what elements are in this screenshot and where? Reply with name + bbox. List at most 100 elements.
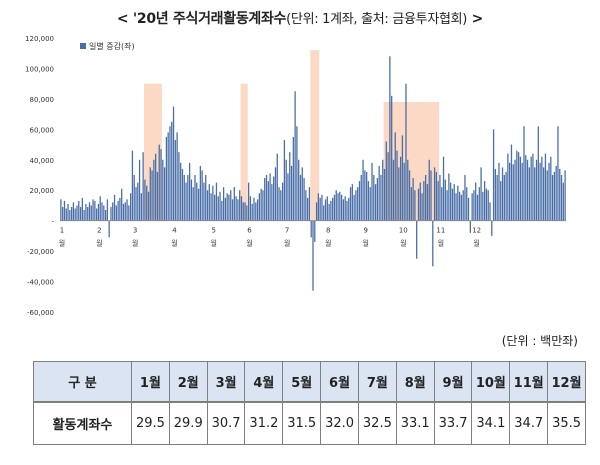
table-header-month: 2월: [168, 361, 208, 403]
bar: [74, 208, 76, 221]
table-cell-value: 32.0: [320, 401, 359, 445]
bar: [401, 135, 404, 221]
bar: [550, 156, 552, 221]
month-tick-suffix: 월: [400, 239, 406, 248]
bar: [156, 171, 159, 221]
month-tick-label: 8: [326, 227, 330, 235]
daily-account-change-chart: 120,000 100,000 80,000 60,000 40,000 20,000 - -…: [25, 35, 566, 317]
bar: [306, 197, 309, 221]
bar: [496, 175, 498, 221]
bar: [462, 190, 464, 221]
bar: [208, 184, 210, 221]
bar: [70, 206, 73, 221]
bar: [178, 152, 180, 221]
bar: [523, 126, 525, 221]
bar: [299, 175, 302, 221]
bar: [349, 187, 352, 221]
bar: [510, 144, 513, 221]
axis-layer: 120,000 100,000 80,000 60,000 40,000 20,000 - -…: [25, 35, 566, 317]
bar: [507, 153, 509, 221]
bar: [117, 200, 119, 221]
bar: [292, 136, 294, 221]
month-tick-suffix: 월: [325, 239, 331, 248]
bar: [414, 190, 416, 221]
bar: [389, 56, 391, 221]
bar: [407, 159, 409, 221]
month-tick-suffix: 월: [284, 239, 290, 248]
bar: [101, 202, 103, 221]
bar: [258, 193, 261, 221]
bar: [276, 153, 278, 221]
month-tick-suffix: 월: [246, 239, 252, 248]
bar: [351, 184, 353, 221]
bar: [274, 167, 277, 221]
month-tick-label: 2: [97, 227, 101, 235]
bar: [298, 159, 300, 221]
table-cell-value: 31.5: [282, 401, 322, 445]
bar: [326, 196, 328, 221]
bar: [405, 83, 407, 221]
table-header-month: 10월: [471, 361, 511, 403]
legend-swatch: [80, 43, 86, 49]
bar: [509, 162, 511, 221]
month-tick-suffix: 월: [363, 239, 369, 248]
bar: [112, 202, 114, 221]
bar: [374, 184, 377, 221]
chart-title: < '20년 주식거래활동계좌수(단위: 1계좌, 출처: 금융투자협회) >: [0, 8, 600, 28]
bar: [287, 173, 289, 221]
bar: [172, 106, 175, 221]
table-cell-value: 34.1: [471, 401, 511, 445]
bar: [69, 210, 71, 221]
bar: [330, 200, 332, 221]
month-tick-suffix: 월: [438, 239, 444, 248]
y-tick-label: 40,000: [30, 157, 55, 165]
bar: [246, 205, 248, 221]
bar: [83, 210, 85, 221]
bar: [559, 168, 561, 221]
y-tick-label: 120,000: [25, 35, 54, 43]
bar: [119, 197, 121, 221]
y-tick-label: 20,000: [30, 187, 55, 195]
bar: [403, 162, 405, 221]
table-cell-value: 33.1: [395, 401, 435, 445]
bar: [94, 200, 96, 221]
bar: [283, 139, 286, 221]
bar: [323, 205, 325, 221]
bar: [373, 175, 375, 221]
bar: [348, 197, 350, 221]
bar: [534, 167, 536, 221]
bar: [398, 167, 400, 221]
bar: [344, 196, 346, 221]
bar: [433, 167, 436, 221]
table-cell-value: 29.9: [168, 401, 208, 445]
bar: [262, 190, 264, 221]
bar: [224, 197, 227, 221]
bar: [124, 202, 126, 221]
chart-title-main: < '20년 주식거래활동계좌수: [116, 11, 287, 27]
bar: [478, 187, 480, 221]
month-tick-suffix: 월: [211, 239, 217, 248]
bar: [464, 175, 466, 221]
bar: [466, 187, 468, 221]
bar: [278, 187, 280, 221]
bar: [165, 136, 168, 221]
bar-layer: [60, 56, 566, 291]
bar: [78, 200, 80, 221]
bar: [244, 202, 246, 221]
bar: [142, 152, 144, 221]
bar: [467, 197, 470, 221]
bar: [192, 187, 194, 221]
bar: [188, 162, 191, 221]
bar: [457, 185, 459, 221]
bar: [215, 182, 218, 221]
y-tick-label: -: [51, 218, 54, 226]
bar: [471, 193, 473, 221]
bar: [88, 202, 91, 221]
bar: [528, 167, 530, 221]
bar: [512, 164, 514, 221]
bar: [187, 175, 189, 221]
bar: [301, 167, 303, 221]
bar: [410, 187, 412, 221]
bar: [441, 187, 443, 221]
bar: [253, 197, 255, 221]
